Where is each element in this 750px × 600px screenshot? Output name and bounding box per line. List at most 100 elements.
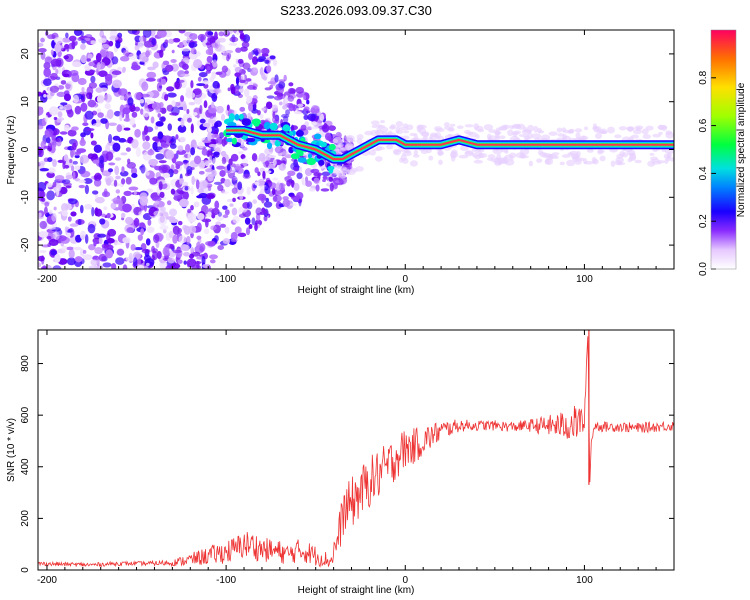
- spectrogram-blob: [298, 198, 302, 207]
- spectrogram-blob: [190, 186, 194, 195]
- spectrogram-blob: [229, 203, 234, 207]
- spectrogram-blob: [178, 235, 187, 244]
- spectrogram-halo: [574, 128, 583, 133]
- spectrogram-blob: [175, 134, 179, 140]
- spectrogram-blob: [254, 222, 258, 232]
- spectrogram-blob: [259, 119, 266, 125]
- spectrogram-bright-blob: [297, 157, 307, 163]
- spectrogram-blob: [253, 101, 257, 110]
- spectrogram-blob: [139, 93, 150, 98]
- spectrogram-blob: [84, 184, 90, 195]
- spectrogram-blob: [114, 157, 122, 161]
- spectrogram-blob: [107, 168, 114, 173]
- spectrogram-blob: [224, 226, 230, 234]
- spectrogram-blob: [322, 178, 327, 183]
- spectrogram-blob: [139, 99, 145, 104]
- spectrogram-blob: [212, 80, 220, 89]
- spectrogram-blob: [127, 97, 134, 106]
- spectrogram-blob: [319, 113, 325, 122]
- spectrogram-halo: [592, 123, 597, 129]
- spectrogram-blob: [98, 70, 108, 77]
- spectrogram-blob: [38, 106, 44, 116]
- spectrogram-blob: [114, 165, 120, 176]
- spectrogram-halo: [507, 129, 514, 137]
- spectrogram-blob: [93, 144, 102, 154]
- spectrogram-halo: [376, 124, 382, 128]
- spectrogram-blob: [211, 92, 218, 102]
- spectrogram-blob: [134, 128, 141, 138]
- spectrogram-blob: [64, 43, 70, 50]
- spectrogram-blob: [264, 59, 270, 64]
- spectrogram-blob: [52, 159, 57, 168]
- spectrogram-blob: [221, 45, 226, 54]
- spectrogram-halo: [615, 156, 624, 164]
- spectrogram-halo: [449, 123, 456, 127]
- spectrogram-blob: [94, 196, 105, 204]
- spectrogram-blob: [48, 238, 59, 247]
- spectrogram-blob: [223, 136, 228, 146]
- spectrogram-blob: [82, 249, 87, 254]
- spectrogram-halo: [494, 135, 500, 142]
- spectrogram-blob: [264, 185, 271, 195]
- spectrogram-blob: [107, 122, 118, 126]
- spectrogram-blob: [193, 155, 202, 165]
- spectrogram-blob: [272, 59, 278, 67]
- spectrogram-blob: [88, 82, 98, 89]
- spectrogram-halo: [631, 134, 639, 139]
- spectrogram-blob: [88, 265, 99, 269]
- spectrogram-blob: [201, 80, 210, 85]
- spectrogram-halo: [543, 153, 552, 158]
- spectrogram-blob: [108, 40, 114, 47]
- spectrogram-blob: [184, 143, 191, 153]
- spectrogram-blob: [234, 86, 239, 95]
- spectrogram-blob: [196, 241, 201, 249]
- snr-y-tick-label: 200: [20, 510, 31, 527]
- spectrogram-blob: [159, 224, 169, 231]
- spectrogram-blob: [90, 259, 99, 266]
- spectrogram-halo: [504, 159, 515, 166]
- spectrogram-blob: [164, 39, 169, 45]
- spectrogram-halo: [594, 132, 603, 140]
- colorbar-label: Normalized spectral amplitude: [736, 82, 747, 217]
- spectrogram-halo: [449, 126, 454, 132]
- spectrogram-blob: [160, 78, 167, 85]
- spectrogram-halo: [619, 150, 625, 157]
- spectrogram-blob: [264, 170, 272, 174]
- spectrogram-y-tick-label: -20: [20, 237, 31, 252]
- spectrogram-bright-blob: [234, 113, 240, 121]
- spectrogram-blob: [128, 53, 138, 61]
- spectrogram-blob: [212, 52, 217, 58]
- spectrogram-blob: [61, 37, 72, 43]
- spectrogram-blob: [167, 257, 175, 264]
- spectrogram-blob: [278, 79, 286, 83]
- spectrogram-halo: [568, 128, 575, 133]
- spectrogram-blob: [295, 86, 305, 94]
- spectrogram-blob: [322, 124, 330, 133]
- spectrogram-blob: [191, 175, 195, 186]
- colorbar-tick-label: 0.4: [698, 166, 709, 180]
- spectrogram-blob: [306, 99, 310, 105]
- spectrogram-blob: [71, 61, 81, 68]
- spectrogram-blob: [108, 133, 113, 144]
- spectrogram-halo: [375, 156, 383, 162]
- spectrogram-blob: [231, 187, 238, 194]
- spectrogram-blob: [234, 163, 241, 172]
- spectrogram-blob: [43, 67, 52, 78]
- spectrogram-blob: [283, 74, 287, 82]
- spectrogram-halo: [511, 124, 522, 129]
- spectrogram-halo: [583, 126, 589, 131]
- spectrogram-halo: [496, 153, 502, 161]
- spectrogram-blob: [207, 65, 211, 71]
- spectrogram-blob: [65, 174, 73, 180]
- spectrogram-blob: [119, 95, 125, 101]
- snr-x-tick-label: 100: [576, 575, 593, 586]
- spectrogram-halo: [474, 125, 484, 132]
- spectrogram-blob: [71, 40, 76, 50]
- spectrogram-blob: [87, 153, 95, 160]
- spectrogram-blob: [44, 114, 49, 123]
- spectrogram-blob: [278, 182, 286, 191]
- spectrogram-blob: [262, 76, 268, 81]
- spectrogram-blob: [226, 163, 231, 171]
- spectrogram-blob: [287, 170, 296, 177]
- snr-panel: -200 -100 0 100 0 200 400 600 800 Height of str…: [6, 329, 675, 596]
